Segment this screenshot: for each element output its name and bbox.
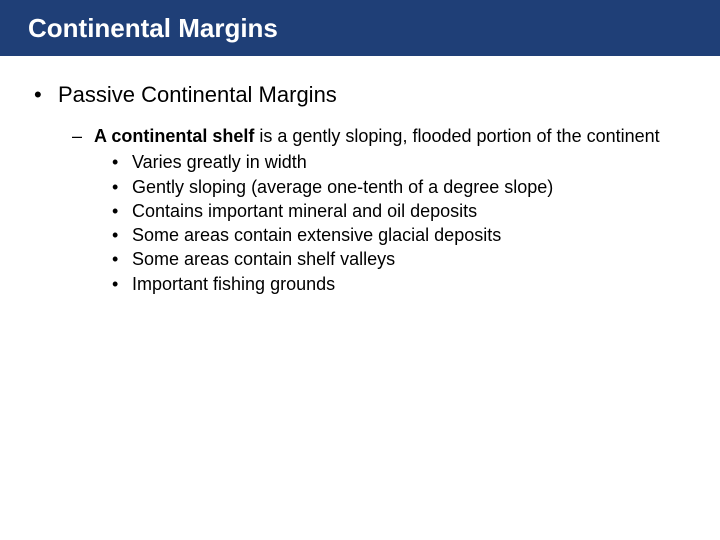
bullet-l3-text: Some areas contain shelf valleys bbox=[132, 247, 395, 271]
bullet-l3-marker: • bbox=[112, 223, 132, 247]
bullet-level2: – A continental shelf is a gently slopin… bbox=[72, 124, 686, 148]
slide-title: Continental Margins bbox=[28, 13, 278, 44]
bullet-l1-text: Passive Continental Margins bbox=[58, 82, 337, 108]
bullet-l3-marker: • bbox=[112, 175, 132, 199]
bullet-l3-text: Some areas contain extensive glacial dep… bbox=[132, 223, 501, 247]
bullet-level3: • Contains important mineral and oil dep… bbox=[112, 199, 686, 223]
bullet-level3: • Important fishing grounds bbox=[112, 272, 686, 296]
bullet-l3-marker: • bbox=[112, 199, 132, 223]
bullet-level3: • Gently sloping (average one-tenth of a… bbox=[112, 175, 686, 199]
bullet-l3-text: Varies greatly in width bbox=[132, 150, 307, 174]
title-bar: Continental Margins bbox=[0, 0, 720, 56]
bullet-l3-marker: • bbox=[112, 150, 132, 174]
bullet-l3-marker: • bbox=[112, 247, 132, 271]
slide-content: • Passive Continental Margins – A contin… bbox=[0, 56, 720, 296]
bullet-l3-text: Contains important mineral and oil depos… bbox=[132, 199, 477, 223]
bullet-l3-text: Important fishing grounds bbox=[132, 272, 335, 296]
bullet-level3-group: • Varies greatly in width • Gently slopi… bbox=[112, 150, 686, 296]
bullet-l2-bold: A continental shelf bbox=[94, 126, 254, 146]
bullet-l1-marker: • bbox=[34, 82, 58, 108]
bullet-l2-text: A continental shelf is a gently sloping,… bbox=[94, 124, 686, 148]
bullet-level3: • Some areas contain shelf valleys bbox=[112, 247, 686, 271]
bullet-level1: • Passive Continental Margins bbox=[34, 82, 686, 108]
bullet-l3-text: Gently sloping (average one-tenth of a d… bbox=[132, 175, 553, 199]
bullet-l2-rest: is a gently sloping, flooded portion of … bbox=[254, 126, 659, 146]
bullet-level3: • Some areas contain extensive glacial d… bbox=[112, 223, 686, 247]
bullet-level3: • Varies greatly in width bbox=[112, 150, 686, 174]
bullet-l3-marker: • bbox=[112, 272, 132, 296]
bullet-l2-marker: – bbox=[72, 124, 94, 148]
